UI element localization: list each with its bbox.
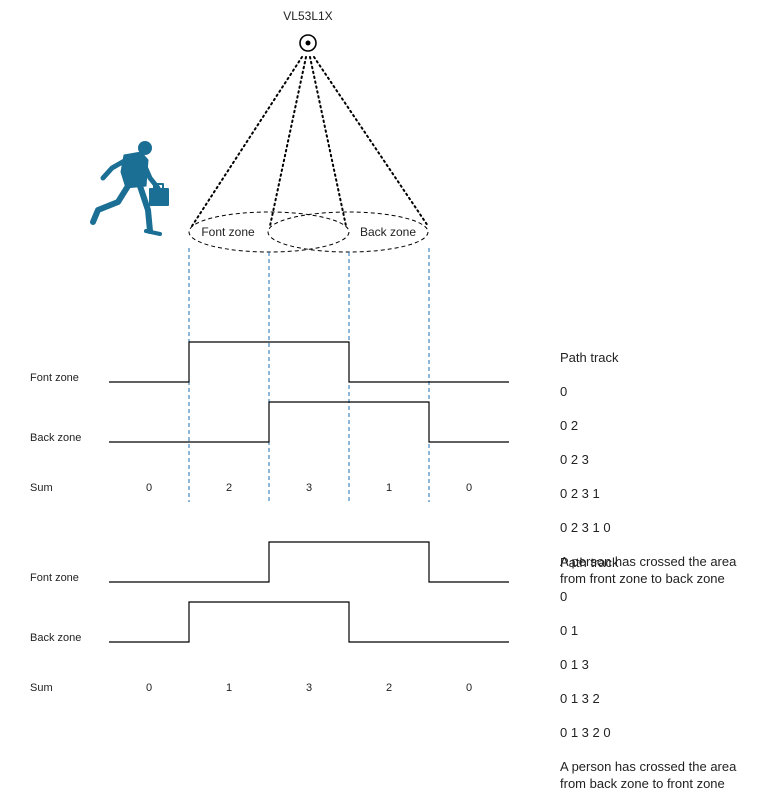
timing2-front-label: Font zone (30, 572, 79, 584)
path-track-1-step: 0 2 (560, 418, 579, 433)
sensor-target-icon (299, 34, 317, 52)
timing2-front-signal (109, 541, 509, 583)
path-track-1-step: 0 (560, 384, 568, 399)
timing2-sum-label: Sum (30, 682, 53, 694)
path-track-2-step: 0 1 3 2 (560, 691, 600, 706)
timing1-sum-value: 1 (386, 482, 392, 494)
timing2-sum-value: 3 (306, 682, 312, 694)
path-track-2: Path track 0 0 1 0 1 3 0 1 3 2 0 1 3 2 0… (560, 537, 760, 809)
sensor-label: VL53L1X (283, 9, 332, 23)
path-track-2-step: 0 (560, 589, 568, 604)
path-track-2-message: A person has crossed the area from back … (560, 759, 737, 791)
path-track-2-step: 0 1 (560, 623, 579, 638)
path-track-2-step: 0 1 3 (560, 657, 589, 672)
timing1-sum-values: 0 2 3 1 0 (146, 482, 472, 494)
timing2-sum-value: 1 (226, 682, 232, 694)
front-zone-label: Font zone (201, 225, 255, 239)
path-track-1-title: Path track (560, 350, 619, 365)
path-track-1-step: 0 2 3 (560, 452, 589, 467)
timing1-back-signal (109, 401, 509, 443)
timing1-back-label: Back zone (30, 432, 81, 444)
timing2-sum-value: 2 (386, 682, 392, 694)
timing2-sum-values: 0 1 3 2 0 (146, 682, 472, 694)
path-track-2-step: 0 1 3 2 0 (560, 725, 611, 740)
timing1-sum-value: 2 (226, 482, 232, 494)
running-businessman-icon (90, 141, 169, 236)
timing1-sum-value: 0 (466, 482, 472, 494)
timing1-sum-label: Sum (30, 482, 53, 494)
path-track-1-step: 0 2 3 1 (560, 486, 600, 501)
timing1-sum-value: 0 (146, 482, 152, 494)
path-track-1-step: 0 2 3 1 0 (560, 520, 611, 535)
timing1-front-signal (109, 341, 509, 383)
timing2-back-signal (109, 601, 509, 643)
back-zone-label: Back zone (360, 225, 416, 239)
path-track-1: Path track 0 0 2 0 2 3 0 2 3 1 0 2 3 1 0… (560, 332, 760, 604)
path-track-2-title: Path track (560, 555, 619, 570)
sensor-field-of-view (191, 56, 429, 227)
timing1-sum-value: 3 (306, 482, 312, 494)
timing2-sum-value: 0 (466, 682, 472, 694)
timing1-front-label: Font zone (30, 372, 79, 384)
timing2-back-label: Back zone (30, 632, 81, 644)
timing2-sum-value: 0 (146, 682, 152, 694)
time-guide-lines (188, 248, 430, 502)
path-track-1-message: A person has crossed the area from front… (560, 554, 737, 586)
back-zone-ellipse (267, 211, 429, 253)
